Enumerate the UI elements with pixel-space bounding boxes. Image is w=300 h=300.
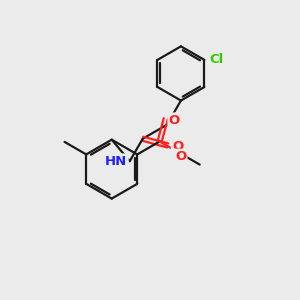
Text: O: O bbox=[172, 140, 183, 154]
Text: HN: HN bbox=[105, 155, 128, 168]
Text: O: O bbox=[169, 114, 180, 127]
Text: Cl: Cl bbox=[210, 53, 224, 66]
Text: O: O bbox=[175, 150, 186, 163]
